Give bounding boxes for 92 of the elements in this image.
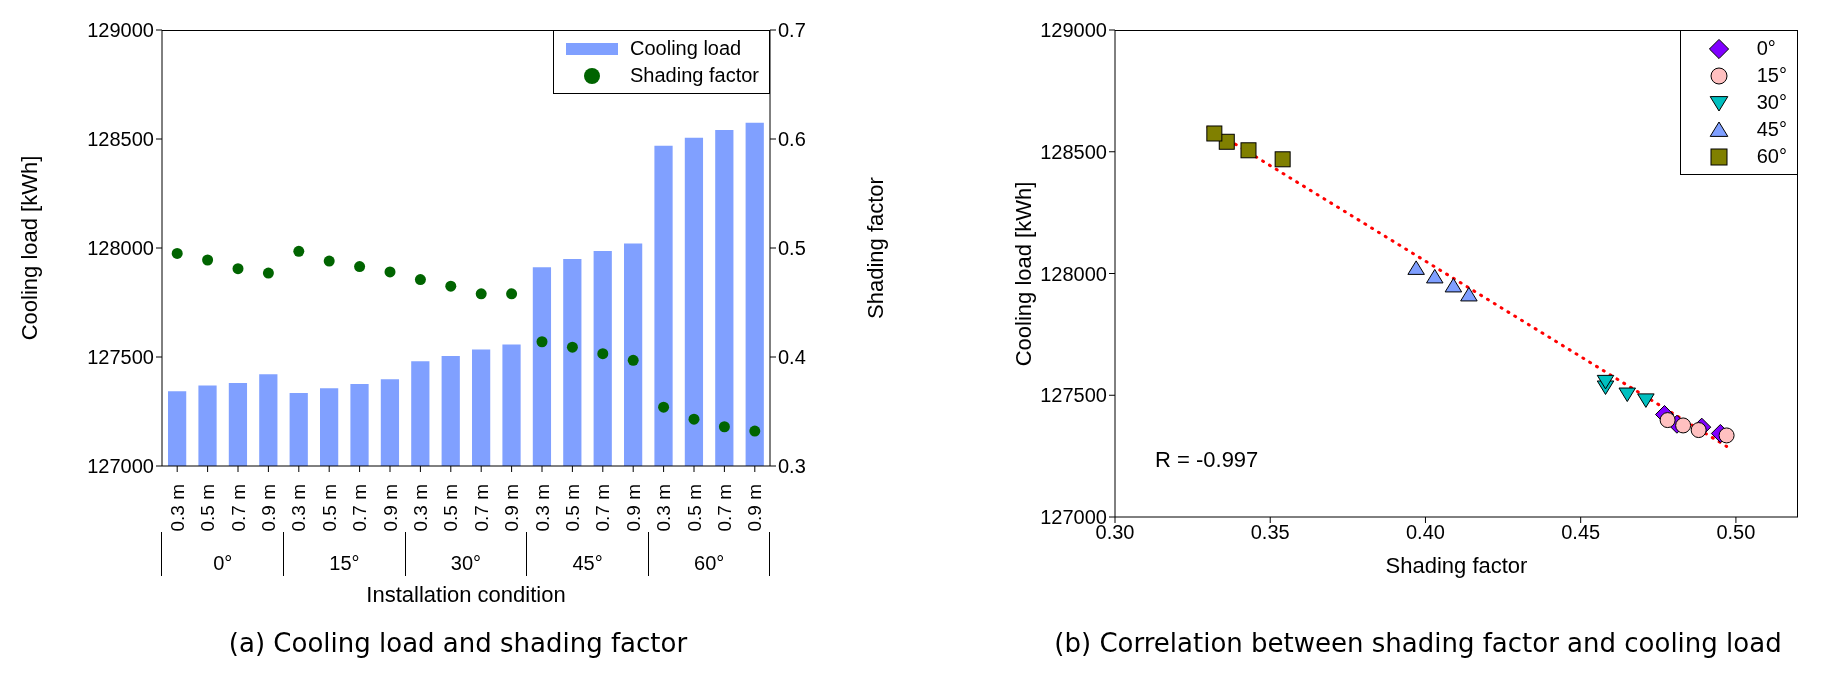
y2-tick-label: 0.5 [778, 237, 806, 260]
x-tick-label: 0.3 m [653, 484, 675, 532]
y-axis-title: Cooling load [kWh] [17, 155, 43, 341]
x-tick-label: 0.9 m [257, 484, 279, 532]
y-tick-label: 128000 [87, 237, 154, 260]
y-tick-label: 129000 [1040, 19, 1107, 42]
annotation: R = -0.997 [1155, 447, 1259, 473]
x-tick-label: 0.5 m [197, 484, 219, 532]
legend-label: Shading factor [630, 64, 759, 87]
legend-label: 0° [1756, 37, 1776, 60]
y-tick-label: 127500 [1040, 384, 1107, 407]
point [688, 413, 700, 425]
point [627, 354, 639, 366]
x-tick-label: 0.3 m [166, 484, 188, 532]
point [597, 348, 609, 360]
legend-label: 15° [1756, 64, 1787, 87]
x-tick-label: 0.7 m [227, 484, 249, 532]
y-tick-label: 129000 [87, 19, 154, 42]
point [445, 280, 457, 292]
y2-tick-label: 0.3 [778, 455, 806, 478]
x-tick-label: 0.5 m [318, 484, 340, 532]
legend-label: Cooling load [630, 37, 742, 60]
x-tick-label: 0.3 m [288, 484, 310, 532]
point [475, 288, 487, 300]
text: 45° [571, 552, 604, 575]
point [1637, 393, 1655, 408]
point [566, 341, 578, 353]
x-tick-label: 0.45 [1561, 521, 1601, 544]
text: 15° [328, 552, 361, 575]
legend-label: 45° [1756, 118, 1787, 141]
y-tick-label: 128500 [87, 128, 154, 151]
y2-axis-title: Shading factor [863, 177, 889, 319]
x-tick-label: 0.7 m [470, 484, 492, 532]
x-tick-label: 0.50 [1716, 521, 1756, 544]
point [536, 336, 548, 348]
text: 60° [693, 552, 726, 575]
point [1206, 125, 1223, 142]
point [414, 274, 426, 286]
point [1596, 374, 1615, 390]
point [354, 261, 366, 273]
x-tick-label: 0.40 [1405, 521, 1445, 544]
y-tick-label: 128500 [1040, 140, 1107, 163]
y2-tick-label: 0.6 [778, 128, 806, 151]
point [1274, 151, 1291, 168]
y2-tick-label: 0.7 [778, 19, 806, 42]
y-tick-label: 128000 [1040, 262, 1107, 285]
point [1426, 268, 1444, 284]
point [384, 266, 396, 278]
x-tick-label: 0.5 m [683, 484, 705, 532]
point [1675, 417, 1692, 434]
x-tick-label: 0.3 m [531, 484, 553, 532]
point [1718, 427, 1735, 444]
x-tick-label: 0.5 m [440, 484, 462, 532]
x-tick-label: 0.3 m [409, 484, 431, 532]
x-tick-label: 0.7 m [592, 484, 614, 532]
x-axis-title: Installation condition [365, 582, 567, 608]
x-tick-label: 0.35 [1250, 521, 1290, 544]
point [262, 267, 274, 279]
point [1618, 387, 1636, 403]
x-tick-label: 0.9 m [379, 484, 401, 532]
text: 30° [449, 552, 483, 575]
x-axis-title: Shading factor [1384, 553, 1529, 579]
point [1460, 286, 1478, 302]
text: (b) Correlation between shading factor and cooling load [1053, 628, 1783, 658]
text: (a) Cooling load and shading factor [227, 628, 689, 658]
point [718, 421, 730, 433]
point [202, 254, 214, 266]
point [658, 401, 670, 413]
point [506, 288, 518, 300]
point [1659, 412, 1676, 429]
x-tick-label: 0.9 m [501, 484, 523, 532]
point [1690, 422, 1707, 439]
point [232, 263, 244, 275]
point [323, 255, 335, 267]
point [293, 245, 305, 257]
y-axis-title: Cooling load [kWh] [1011, 181, 1037, 366]
x-tick-label: 0.9 m [622, 484, 644, 532]
legend-label: 60° [1756, 145, 1787, 168]
text: 0° [212, 552, 234, 575]
x-tick-label: 0.5 m [561, 484, 583, 532]
point [171, 247, 183, 259]
x-tick-label: 0.7 m [349, 484, 371, 532]
point [1407, 260, 1425, 275]
y2-tick-label: 0.4 [778, 346, 806, 369]
point [749, 425, 761, 437]
y-tick-label: 127000 [87, 455, 154, 478]
x-tick-label: 0.7 m [713, 484, 735, 532]
x-tick-label: 0.9 m [744, 484, 766, 532]
y-tick-label: 127500 [87, 346, 154, 369]
point [1444, 277, 1463, 293]
legend-label: 30° [1756, 91, 1787, 114]
point [1240, 142, 1257, 159]
